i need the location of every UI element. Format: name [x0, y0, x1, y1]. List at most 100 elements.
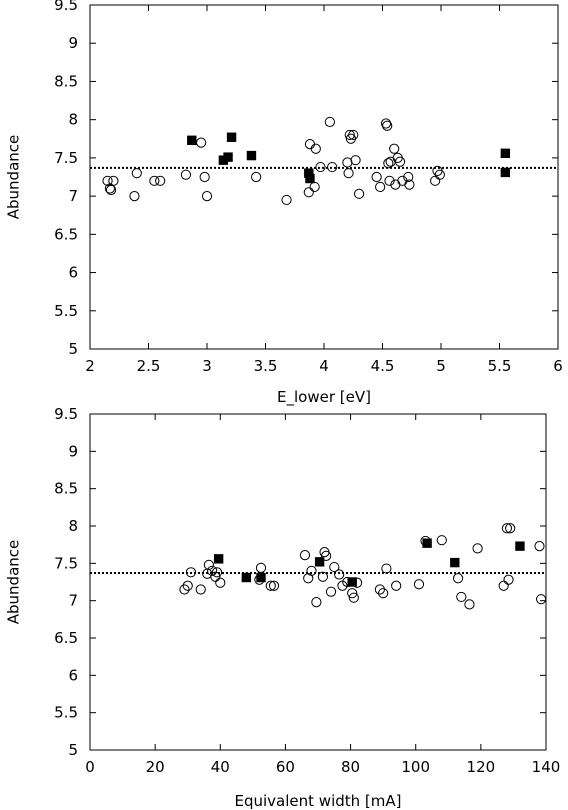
- open-circle-point: [452, 573, 464, 584]
- filled-square-point: [241, 572, 252, 583]
- y-tick-label: 7.5: [54, 149, 78, 167]
- open-circle-point: [199, 171, 210, 183]
- open-circle-point: [380, 118, 392, 129]
- y-tick-label: 9.5: [54, 405, 78, 423]
- x-axis-label: Equivalent width [mA]: [235, 792, 402, 810]
- open-circle-point: [472, 543, 483, 554]
- open-circle-point: [203, 559, 214, 570]
- open-circle-point: [385, 156, 396, 167]
- y-tick-label: 8: [68, 111, 78, 129]
- filled-square-point: [500, 167, 511, 178]
- open-circle-point: [195, 584, 206, 595]
- open-circle-point: [310, 143, 321, 154]
- open-circle-point: [268, 580, 280, 591]
- y-tick-label: 9: [68, 34, 78, 52]
- open-circle-point: [434, 169, 445, 180]
- open-circle-point: [155, 175, 166, 186]
- open-circle-point: [403, 171, 414, 183]
- open-circle-point: [382, 120, 393, 131]
- y-axis-label: Abundance: [5, 540, 23, 625]
- plot-frame: [89, 4, 559, 350]
- filled-square-point: [223, 152, 233, 162]
- open-circle-point: [149, 175, 160, 186]
- y-tick-label: 5: [68, 741, 78, 759]
- y-tick-label: 5: [68, 340, 78, 358]
- x-tick-label: 5: [436, 357, 446, 375]
- x-tick-label: 4: [319, 357, 329, 375]
- open-circle-point: [534, 541, 545, 552]
- x-tick-label: 100: [401, 758, 430, 776]
- open-circle-point: [436, 535, 447, 546]
- open-circle-point: [456, 591, 467, 603]
- filled-square-point: [226, 132, 237, 142]
- open-circle-point: [215, 577, 226, 588]
- open-circle-point: [394, 156, 406, 167]
- filled-square-point: [187, 135, 197, 146]
- x-tick-label: 2: [85, 357, 95, 375]
- open-circle-point: [498, 580, 509, 591]
- open-circle-point: [342, 157, 353, 168]
- x-tick-label: 2.5: [137, 357, 161, 375]
- open-circle-point: [343, 168, 354, 179]
- open-circle-point: [299, 550, 311, 561]
- filled-square-point: [305, 173, 315, 184]
- open-circle-point: [324, 116, 335, 128]
- open-circle-point: [265, 580, 276, 591]
- open-circle-point: [325, 586, 337, 597]
- x-tick-label: 120: [467, 758, 496, 776]
- open-circle-point: [430, 175, 441, 186]
- filled-square-point: [246, 150, 257, 161]
- x-tick-label: 40: [211, 758, 230, 776]
- x-tick-label: 80: [341, 758, 360, 776]
- open-circle-point: [196, 137, 207, 148]
- y-tick-label: 8.5: [54, 480, 78, 498]
- open-circle-point: [108, 175, 119, 186]
- filled-square-point: [347, 577, 357, 587]
- y-tick-label: 7: [68, 592, 78, 610]
- x-tick-label: 20: [146, 758, 165, 776]
- open-circle-point: [371, 171, 382, 183]
- filled-square-point: [256, 572, 266, 583]
- y-tick-label: 5.5: [54, 704, 78, 722]
- y-tick-label: 8.5: [54, 72, 78, 90]
- open-circle-point: [413, 579, 425, 590]
- y-tick-label: 6.5: [54, 225, 78, 243]
- y-tick-label: 7.5: [54, 554, 78, 572]
- x-tick-label: 0: [85, 758, 95, 776]
- open-circle-point: [344, 129, 355, 141]
- open-circle-point: [105, 184, 117, 196]
- open-circle-point: [329, 561, 340, 573]
- open-circle-point: [311, 597, 322, 608]
- open-circle-point: [306, 565, 317, 576]
- open-circle-point: [131, 168, 142, 179]
- top-panel-e-lower: 2 2.5 3 3.5 4 4.5 5 5.5 6 5 5.5 6 6.5 7 7.5 8 8.5 9 9.5 E_l…: [5, 0, 563, 407]
- x-tick-label: 60: [276, 758, 295, 776]
- filled-square-point: [314, 557, 325, 567]
- open-circle-point: [129, 191, 140, 202]
- x-axis-label: E_lower [eV]: [277, 388, 371, 407]
- open-circle-point: [309, 181, 320, 193]
- open-circle-point: [304, 139, 316, 150]
- x-tick-label: 5.5: [488, 357, 512, 375]
- open-circle-point: [348, 129, 359, 141]
- open-circle-point: [182, 580, 193, 591]
- plot-frame: [89, 413, 547, 751]
- open-circle-point: [180, 169, 192, 180]
- open-circle-point: [383, 158, 394, 169]
- open-circle-point: [347, 588, 358, 599]
- open-circle-point: [179, 584, 190, 595]
- open-circle-point: [503, 574, 514, 585]
- filled-square-point: [450, 557, 460, 568]
- open-circle-point: [389, 143, 400, 154]
- y-tick-label: 5.5: [54, 302, 78, 320]
- filled-square-point: [304, 168, 314, 178]
- x-tick-label: 3: [202, 357, 212, 375]
- x-tick-label: 140: [532, 758, 561, 776]
- y-axis-label: Abundance: [5, 135, 23, 220]
- open-circle-point: [255, 562, 267, 573]
- open-circle-point: [375, 181, 386, 193]
- open-circle-point: [384, 175, 395, 186]
- open-circle-point: [350, 155, 361, 166]
- open-circle-point: [374, 584, 385, 595]
